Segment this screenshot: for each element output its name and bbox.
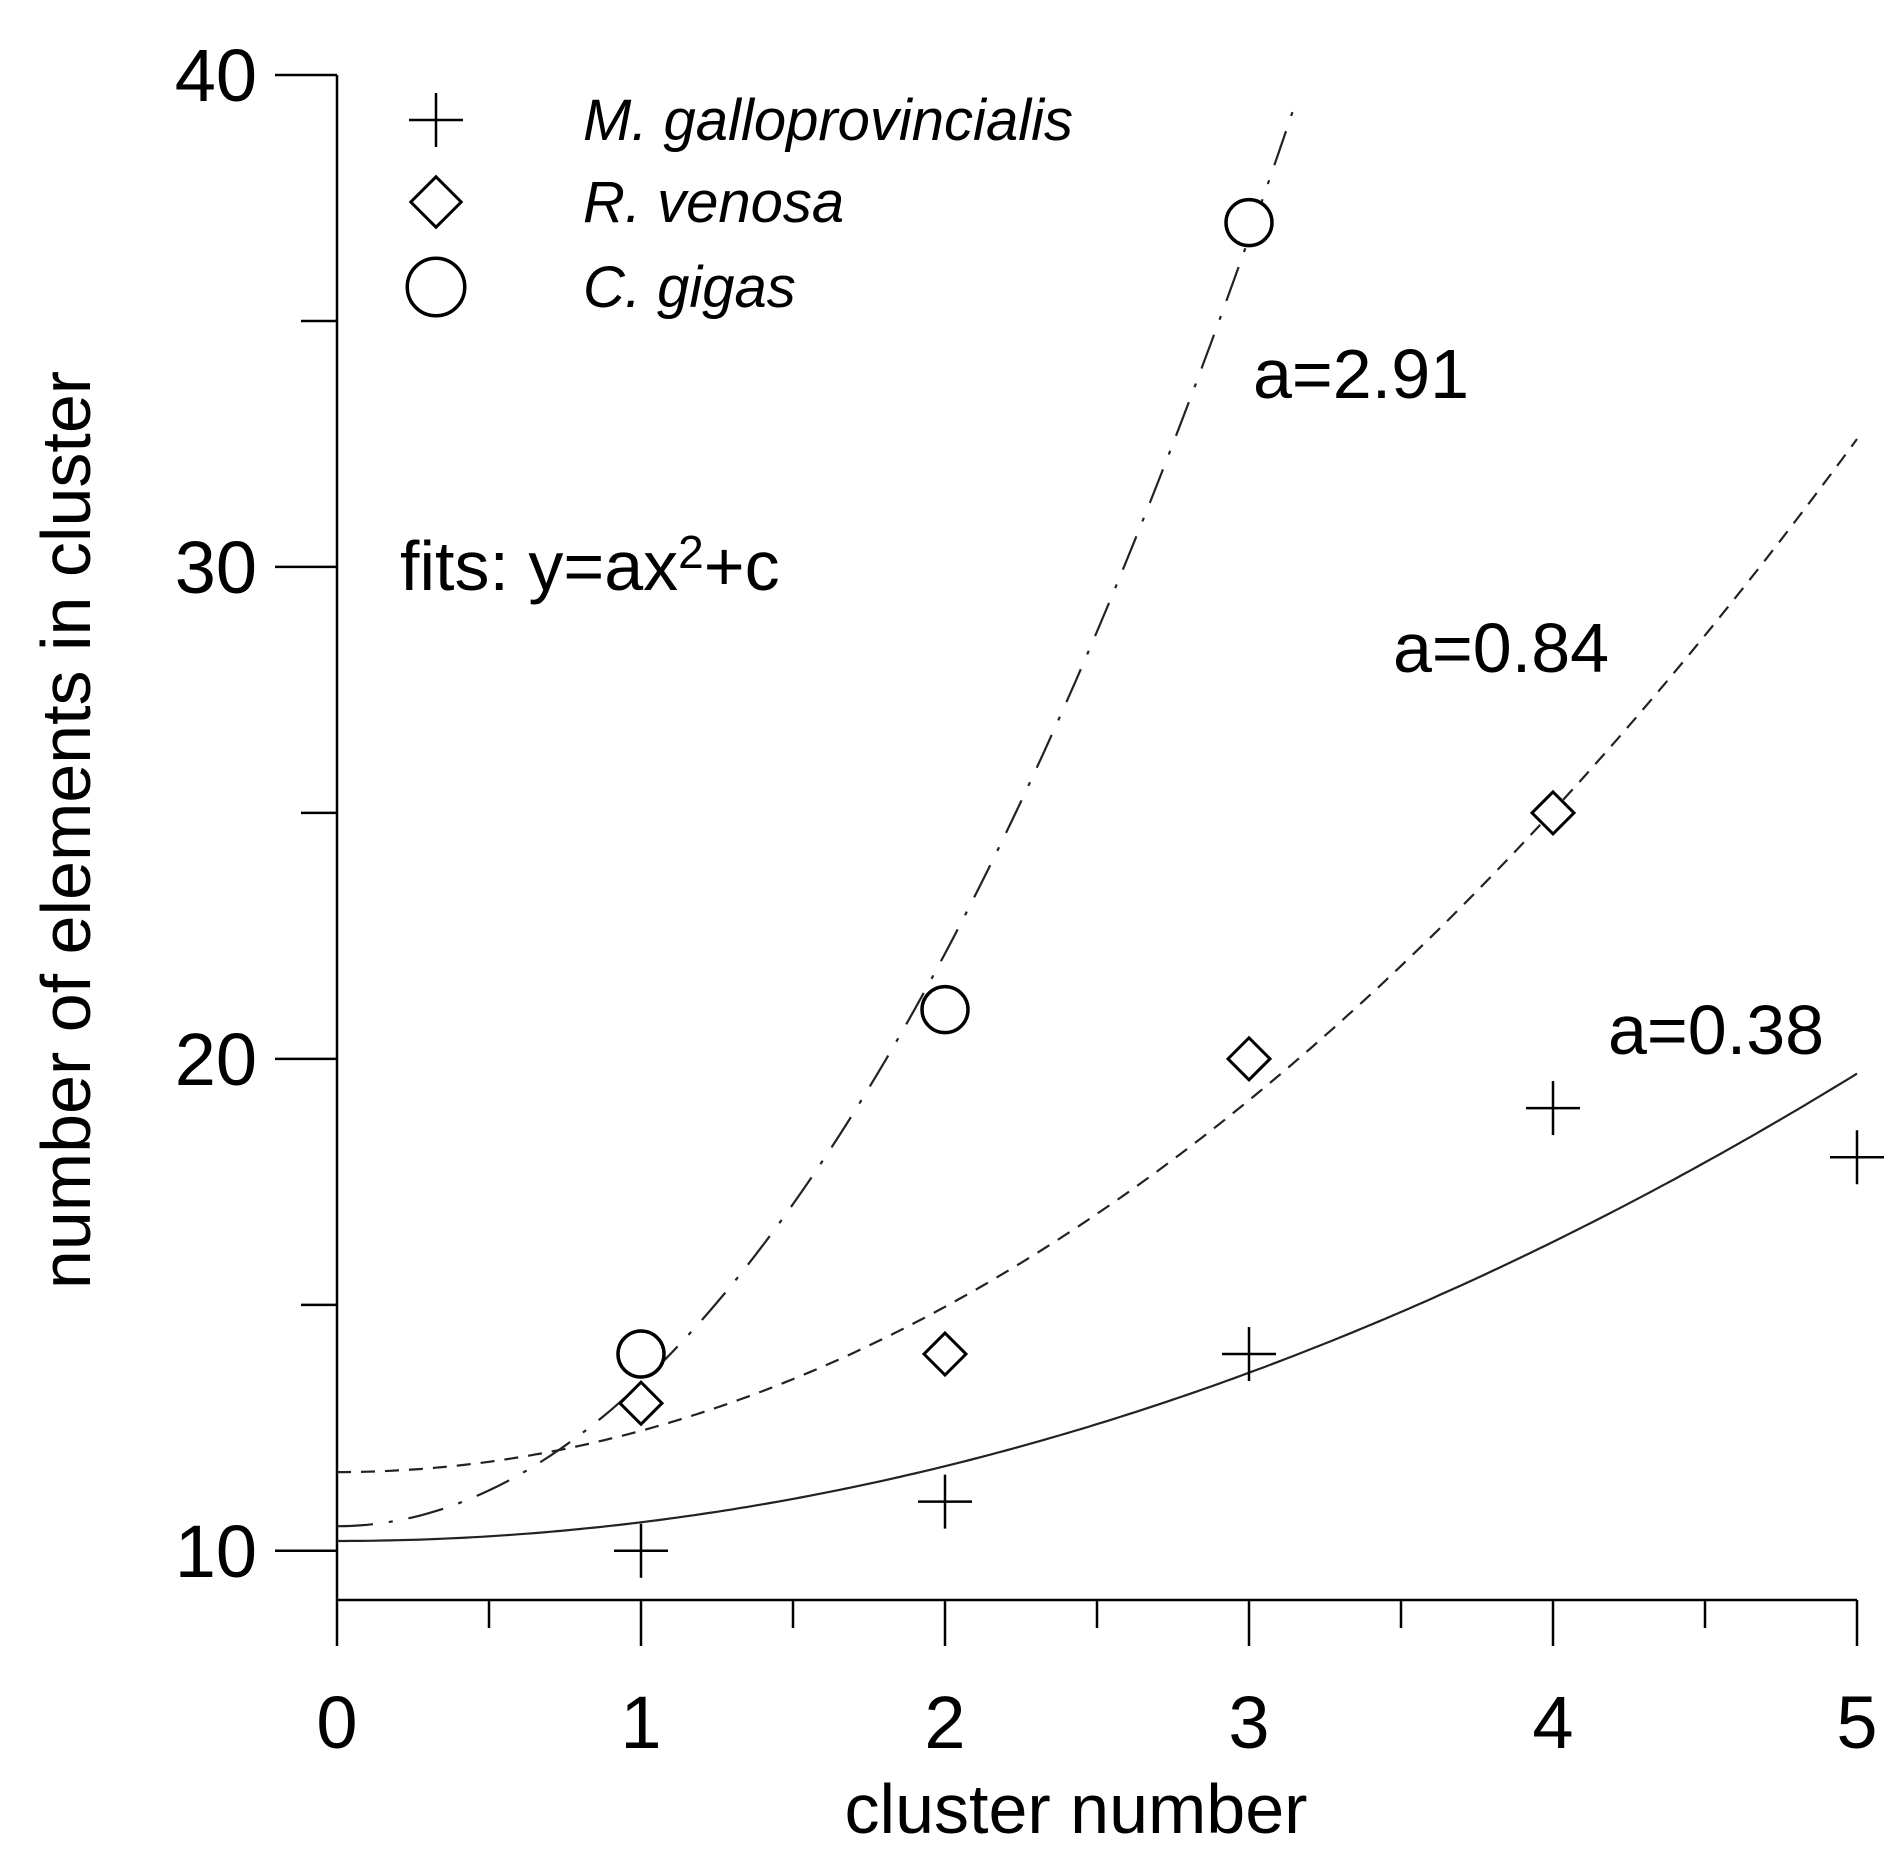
fit-label-m-galloprovincialis: a=0.38 [1608,991,1824,1069]
legend-label: C. gigas [583,255,796,320]
axes: 0 1 2 3 4 5 10 20 30 40 [175,34,1878,1764]
fit-curves [336,105,1858,1543]
diamond-marker [1225,1035,1273,1082]
plus-marker [1526,1081,1580,1136]
y-tick-label: 30 [175,526,257,609]
fits-formula-exponent: 2 [678,526,704,578]
x-tick-label: 2 [924,1681,965,1764]
data-markers [614,197,1884,1578]
legend-circle-icon [405,256,467,318]
fit-curve-c-gigas [336,105,1296,1528]
x-tick-label: 3 [1228,1681,1269,1764]
fits-formula-label: fits: y=ax2+c [400,526,780,605]
circle-marker [616,1329,666,1379]
diamond-marker [1529,789,1577,837]
y-tick-label: 20 [175,1018,257,1101]
diamond-marker [617,1380,665,1427]
plus-marker [918,1474,972,1529]
y-tick-label: 40 [175,34,257,117]
x-tick-label: 0 [316,1681,357,1764]
legend-plus-icon [409,93,463,147]
x-axis-title: cluster number [845,1770,1308,1848]
plus-marker [1222,1327,1276,1382]
legend-item: R. venosa [408,170,844,235]
legend-label: R. venosa [583,170,844,235]
x-tick-label: 4 [1532,1681,1573,1764]
fits-formula-prefix: fits: y=ax [400,527,678,605]
fit-label-r-venosa: a=0.84 [1393,609,1609,687]
legend-diamond-icon [408,174,464,230]
circle-marker [1224,197,1274,248]
legend-item: M. galloprovincialis [409,88,1073,153]
diamond-marker [921,1330,969,1378]
fit-curve-r-venosa [337,438,1858,1474]
fit-label-c-gigas: a=2.91 [1253,335,1469,413]
x-tick-label: 5 [1836,1681,1877,1764]
fits-formula-suffix: +c [704,527,780,605]
plus-marker [614,1523,668,1578]
fit-curve-m-galloprovincialis [337,1072,1858,1543]
legend-label: M. galloprovincialis [583,88,1073,153]
y-axis-title: number of elements in cluster [27,371,105,1289]
circle-marker [920,984,970,1035]
legend-item: C. gigas [405,255,796,320]
x-tick-label: 1 [620,1681,661,1764]
legend: M. galloprovincialis R. venosa C. gigas [405,88,1073,320]
y-tick-label: 10 [175,1510,257,1593]
plus-marker [1830,1130,1884,1185]
